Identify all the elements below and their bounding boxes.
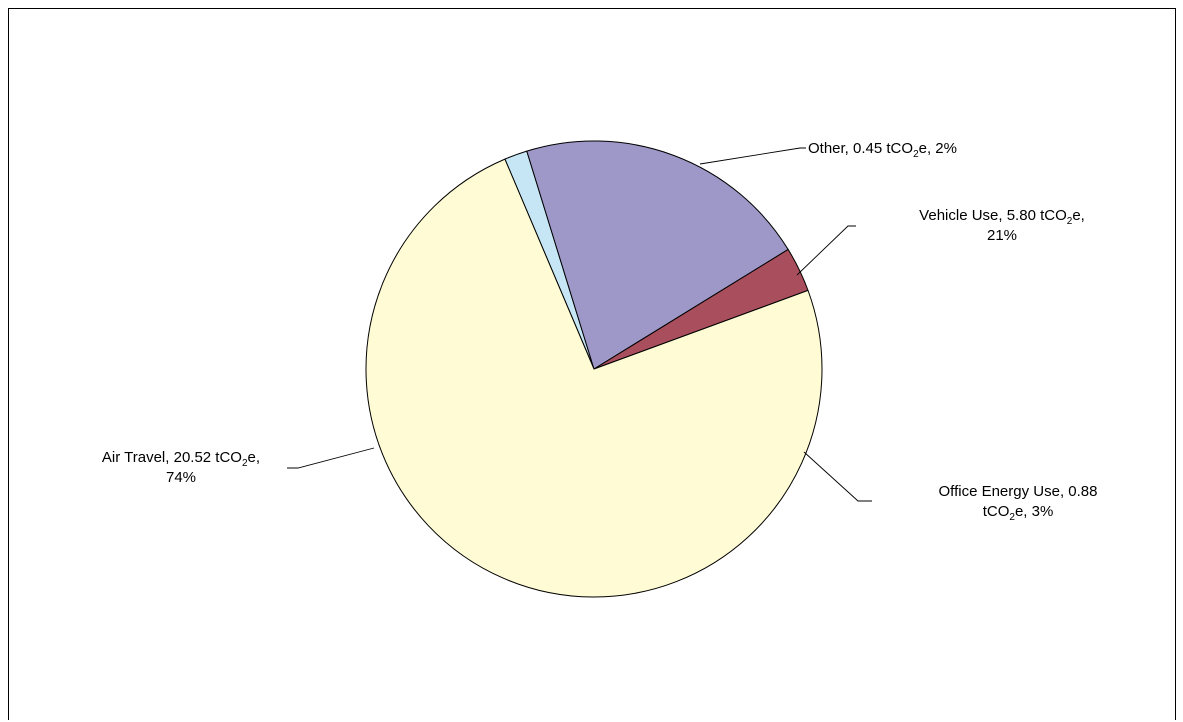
slice-label-line: tCO2e, 3% [983, 503, 1054, 523]
label-text: Other, 0.45 tCO [808, 140, 913, 157]
label-text: e, 2% [919, 140, 957, 157]
label-text: Air Travel, 20.52 tCO [102, 449, 242, 466]
slice-label-line: 74% [166, 469, 196, 486]
pie-slice-air-travel [365, 158, 823, 598]
subscript: 2 [1009, 512, 1015, 523]
slice-label-office-energy-use: Office Energy Use, 0.88 tCO2e, 3% [939, 483, 1098, 523]
label-text: e, 3% [1015, 503, 1053, 520]
slice-label-line: 21% [987, 227, 1017, 244]
leader-line-other [699, 147, 806, 165]
label-text: tCO [983, 503, 1010, 520]
label-text: 74% [166, 469, 196, 486]
label-text: 21% [987, 227, 1017, 244]
label-text: Office Energy Use, 0.88 [939, 483, 1098, 500]
leader-line-office-energy-use [803, 451, 872, 502]
slice-label-line: Office Energy Use, 0.88 [939, 483, 1098, 500]
leader-line-air-travel [287, 447, 375, 469]
slice-label-vehicle-use: Vehicle Use, 5.80 tCO2e, 21% [919, 207, 1085, 244]
subscript: 2 [242, 458, 248, 469]
label-text: Vehicle Use, 5.80 tCO [919, 207, 1067, 224]
slice-label-other: Other, 0.45 tCO2e, 2% [808, 140, 957, 160]
leader-line-vehicle-use [796, 225, 856, 276]
slice-label-line: Other, 0.45 tCO2e, 2% [808, 140, 957, 160]
subscript: 2 [1067, 216, 1073, 227]
subscript: 2 [913, 149, 919, 160]
slice-label-line: Air Travel, 20.52 tCO2e, [102, 449, 260, 469]
slice-label-air-travel: Air Travel, 20.52 tCO2e, 74% [102, 449, 260, 486]
label-text: e, [1072, 207, 1085, 224]
slice-label-line: Vehicle Use, 5.80 tCO2e, [919, 207, 1085, 227]
label-text: e, [248, 449, 261, 466]
pie-slice-vehicle-use [526, 140, 789, 370]
